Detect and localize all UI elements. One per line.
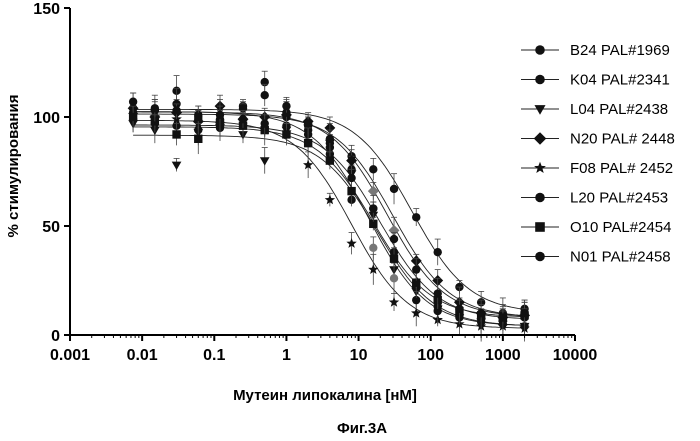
legend-marker-series-5 xyxy=(534,162,546,173)
legend-label: N20 PAL# 2448 xyxy=(570,131,675,148)
y-tick-label: 100 xyxy=(33,110,60,127)
data-point-series-4 xyxy=(368,186,379,197)
data-point-series-7 xyxy=(347,187,355,195)
legend-label: K04 PAL#2341 xyxy=(570,72,670,89)
x-tick-label: 1 xyxy=(282,347,291,364)
data-point-series-7 xyxy=(304,139,312,147)
data-point-series-7 xyxy=(172,130,180,138)
legend-marker-series-4 xyxy=(534,132,546,144)
legend-label: B24 PAL#1969 xyxy=(570,42,670,59)
x-tick-label: 0.01 xyxy=(127,347,158,364)
y-tick-label: 0 xyxy=(51,328,60,345)
legend-marker-series-2 xyxy=(535,75,545,85)
y-axis-title: % стимулирования xyxy=(5,95,22,238)
data-point-series-8 xyxy=(129,98,137,106)
data-point-series-8 xyxy=(326,135,334,143)
legend-label: O10 PAL#2454 xyxy=(570,219,671,236)
data-point-series-1 xyxy=(434,248,442,256)
figure-caption: Фиг.3А xyxy=(337,420,387,437)
data-point-series-1 xyxy=(412,213,420,221)
data-point-series-8 xyxy=(172,106,180,114)
data-point-series-8 xyxy=(151,104,159,112)
data-point-series-7 xyxy=(326,156,334,164)
data-point-series-8 xyxy=(304,119,312,127)
y-tick-label: 50 xyxy=(42,219,60,236)
legend: B24 PAL#1969 K04 PAL#2341 L04 PAL#2438 N20 … xyxy=(521,42,675,266)
data-point-series-1 xyxy=(369,165,377,173)
data-point-series-3 xyxy=(260,157,270,165)
data-point-series-8 xyxy=(194,113,202,121)
axis-ticks: 0.001 0.01 0.1 1 10 100 1000 10000 0 50 100 150 xyxy=(33,1,597,364)
data-point-series-8 xyxy=(434,289,442,297)
data-point-series-7 xyxy=(194,135,202,143)
x-tick-label: 1000 xyxy=(485,347,521,364)
data-point-series-8 xyxy=(239,115,247,123)
legend-label: L20 PAL#2453 xyxy=(570,190,668,207)
data-point-series-8 xyxy=(282,102,290,110)
data-point-series-7 xyxy=(129,113,137,121)
data-point-series-6 xyxy=(261,91,269,99)
legend-label: L04 PAL#2438 xyxy=(570,101,668,118)
data-point-series-7 xyxy=(282,130,290,138)
x-tick-label: 10000 xyxy=(553,347,598,364)
x-tick-label: 0.001 xyxy=(50,347,90,364)
data-point-series-8 xyxy=(520,309,528,317)
data-point-series-1 xyxy=(390,185,398,193)
axes xyxy=(70,8,575,335)
data-point-series-3 xyxy=(172,162,182,170)
legend-label: F08 PAL# 2452 xyxy=(570,160,673,177)
legend-marker-series-3 xyxy=(534,105,545,115)
legend-label: N01 PAL#2458 xyxy=(570,249,671,266)
data-point-series-6 xyxy=(369,244,377,252)
y-tick-label: 150 xyxy=(33,1,60,18)
data-point-series-8 xyxy=(499,313,507,321)
x-tick-label: 100 xyxy=(417,347,444,364)
legend-marker-series-8 xyxy=(535,252,545,262)
x-tick-label: 0.1 xyxy=(203,347,225,364)
data-point-series-7 xyxy=(390,255,398,263)
data-point-series-8 xyxy=(347,174,355,182)
data-point-series-6 xyxy=(390,274,398,282)
data-point-series-8 xyxy=(477,309,485,317)
legend-marker-series-1 xyxy=(535,45,545,55)
legend-marker-series-6 xyxy=(535,193,545,203)
data-point-series-8 xyxy=(412,265,420,273)
data-point-series-8 xyxy=(261,119,269,127)
x-tick-label: 10 xyxy=(350,347,368,364)
data-point-series-8 xyxy=(369,204,377,212)
data-point-series-8 xyxy=(455,305,463,313)
data-point-series-8 xyxy=(216,111,224,119)
data-point-series-8 xyxy=(390,235,398,243)
legend-marker-series-7 xyxy=(535,222,545,232)
x-axis-title: Мутеин липокалина [нМ] xyxy=(233,387,417,404)
